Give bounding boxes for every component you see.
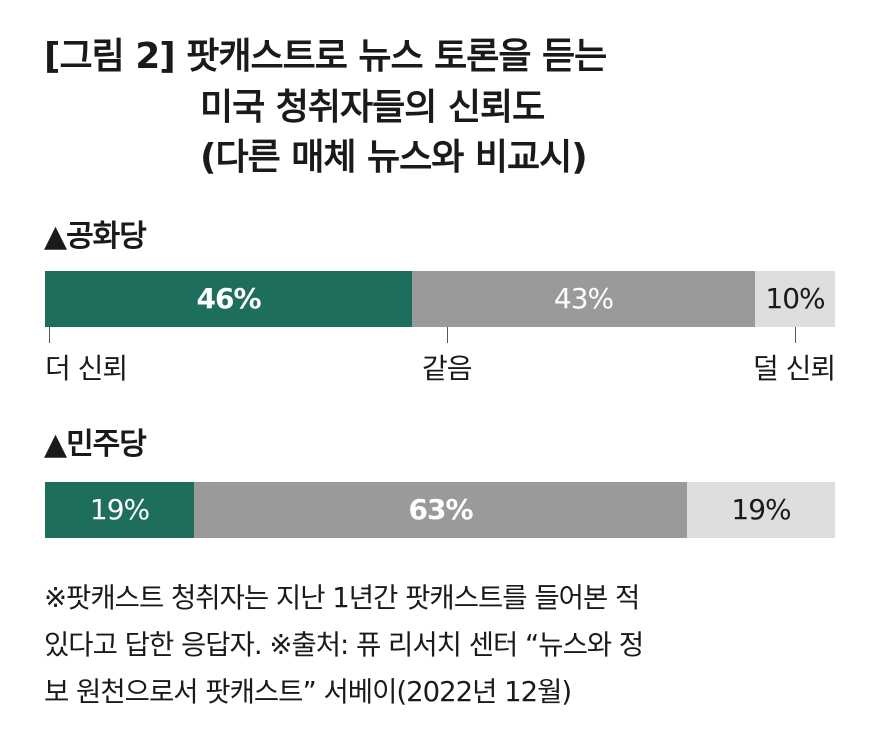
stacked-bar-democrat: 19% 63% 19% bbox=[45, 482, 835, 538]
data-label-more-trust: 46% bbox=[196, 282, 261, 315]
bar-segment-same: 43% bbox=[412, 271, 755, 327]
footnote: ※팟캐스트 청취자는 지난 1년간 팟캐스트를 들어본 적 있다고 답한 응답자… bbox=[44, 575, 844, 716]
data-label-same: 43% bbox=[553, 282, 614, 315]
tick-label-less-trust: 덜 신뢰 bbox=[753, 352, 836, 385]
tick-mark-same bbox=[447, 327, 448, 343]
chart-title-line-2: 미국 청취자들의 신뢰도 bbox=[200, 87, 545, 128]
bar-segment-more-trust: 19% bbox=[45, 482, 194, 538]
data-label-less-trust: 19% bbox=[731, 493, 791, 526]
data-label-same: 63% bbox=[408, 493, 473, 526]
chart-title-line-1: [그림 2] 팟캐스트로 뉴스 토론을 듣는 bbox=[44, 36, 607, 77]
bar-segment-less-trust: 10% bbox=[755, 271, 835, 327]
tick-label-more-trust: 더 신뢰 bbox=[45, 352, 128, 385]
category-ticks bbox=[45, 327, 835, 345]
data-label-more-trust: 19% bbox=[89, 493, 150, 526]
footnote-line-2: 있다고 답한 응답자. ※출처: 퓨 리서치 센터 “뉴스와 정 bbox=[44, 629, 644, 661]
group-label-democrat: ▲민주당 bbox=[44, 427, 147, 462]
tick-mark-more-trust bbox=[49, 327, 50, 343]
tick-label-same: 같음 bbox=[422, 352, 473, 385]
data-label-less-trust: 10% bbox=[765, 282, 825, 315]
footnote-line-3: 보 원천으로서 팟캐스트” 서베이(2022년 12월) bbox=[44, 676, 572, 708]
group-label-republican: ▲공화당 bbox=[44, 219, 147, 254]
footnote-line-1: ※팟캐스트 청취자는 지난 1년간 팟캐스트를 들어본 적 bbox=[44, 582, 640, 614]
bar-segment-less-trust: 19% bbox=[687, 482, 835, 538]
chart-title-line-3: (다른 매체 뉴스와 비교시) bbox=[200, 137, 588, 178]
tick-mark-less-trust bbox=[795, 327, 796, 343]
stacked-bar-republican: 46% 43% 10% bbox=[45, 271, 835, 327]
bar-segment-more-trust: 46% bbox=[45, 271, 412, 327]
bar-segment-same: 63% bbox=[194, 482, 687, 538]
